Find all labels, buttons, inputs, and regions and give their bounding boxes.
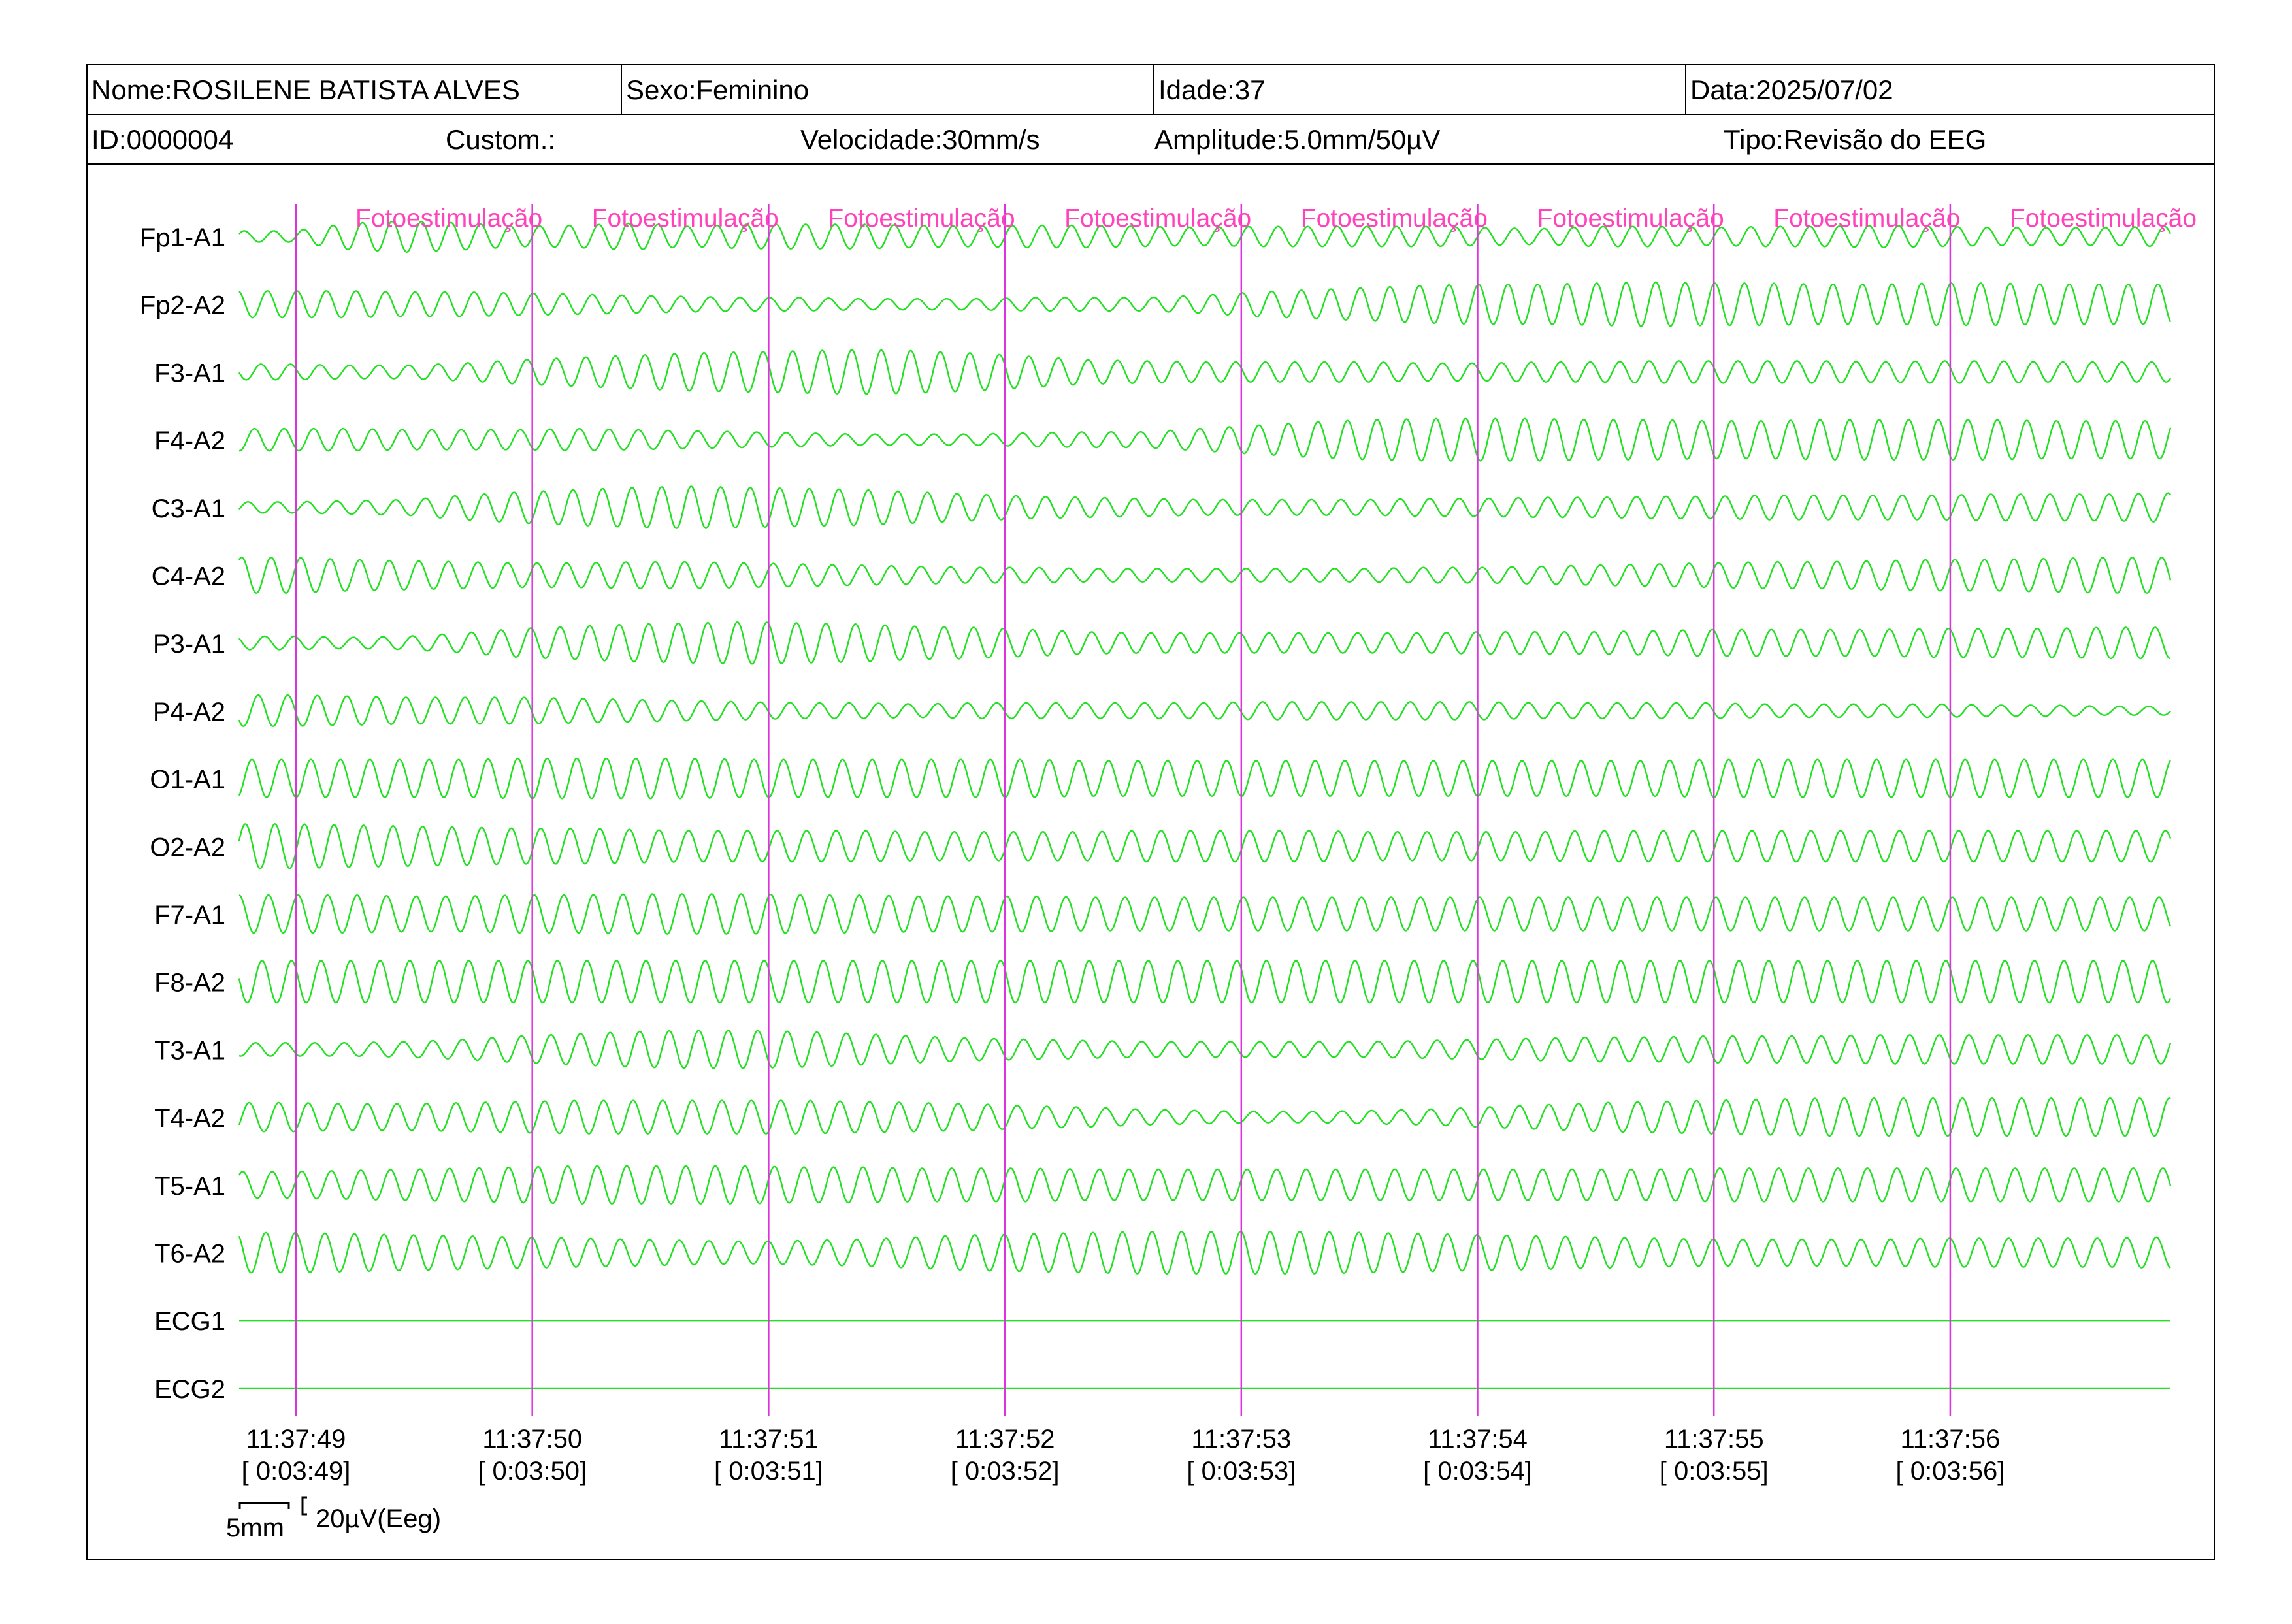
trace-f3-a1	[238, 349, 2172, 395]
header-divider	[621, 65, 622, 114]
report-frame: Nome:ROSILENE BATISTA ALVES Sexo:Feminin…	[86, 64, 2215, 1560]
time-tick-elapsed: [ 0:03:50]	[478, 1457, 587, 1486]
time-tick-clock: 11:37:49	[246, 1425, 346, 1453]
time-tick-elapsed: [ 0:03:56]	[1896, 1457, 2005, 1486]
time-tick-elapsed: [ 0:03:51]	[714, 1457, 823, 1486]
trace-o1-a1	[238, 757, 2172, 800]
channel-label: ECG2	[154, 1375, 225, 1404]
time-tick-elapsed: [ 0:03:52]	[951, 1457, 1060, 1486]
photostim-label: Fotoestimulação	[355, 204, 542, 233]
time-tick-clock: 11:37:51	[719, 1425, 819, 1453]
custom-field: Custom.:	[446, 124, 556, 155]
channel-label: T6-A2	[154, 1240, 225, 1269]
header-divider	[1685, 65, 1686, 114]
channel-label: Fp1-A1	[140, 223, 225, 252]
photostim-label: Fotoestimulação	[828, 204, 1015, 233]
scale-bar: 5mm 20µV(Eeg)	[226, 1496, 441, 1542]
time-tick-elapsed: [ 0:03:49]	[242, 1457, 351, 1486]
photostim-label: Fotoestimulação	[2010, 204, 2197, 233]
header-row-2: ID:0000004 Custom.: Velocidade:30mm/s Am…	[88, 115, 2214, 165]
time-tick-elapsed: [ 0:03:53]	[1187, 1457, 1296, 1486]
channel-label: P4-A2	[153, 698, 225, 726]
channel-label: ECG1	[154, 1307, 225, 1336]
channel-label: F7-A1	[154, 901, 225, 930]
patient-id: ID:0000004	[91, 124, 234, 155]
time-tick-clock: 11:37:52	[955, 1425, 1055, 1453]
scale-bar-bracket	[238, 1502, 290, 1509]
trace-fp1-a1	[238, 220, 2172, 253]
patient-name: Nome:ROSILENE BATISTA ALVES	[91, 74, 520, 105]
patient-age: Idade:37	[1158, 74, 1266, 105]
record-type: Tipo:Revisão do EEG	[1724, 124, 1987, 155]
channel-label: Fp2-A2	[140, 291, 225, 320]
patient-sex: Sexo:Feminino	[626, 74, 810, 105]
channel-label: F3-A1	[154, 359, 225, 387]
trace-t6-a2	[238, 1230, 2171, 1275]
channel-label: F8-A2	[154, 969, 225, 998]
scale-time-label: 5mm	[226, 1514, 284, 1542]
time-tick-clock: 11:37:56	[1901, 1425, 2001, 1453]
channel-label: C4-A2	[152, 562, 225, 591]
trace-fp2-a2	[238, 281, 2172, 327]
event-labels-layer: Fotoestimulação Fotoestimulação Fotoestimu…	[355, 204, 2197, 233]
markers-layer	[295, 204, 1952, 1416]
time-labels-layer: 11:37:49 [ 0:03:49] 11:37:50 [ 0:03:50] 11:3…	[242, 1425, 2005, 1486]
header-divider	[1153, 65, 1154, 114]
channel-label: T3-A1	[154, 1036, 225, 1065]
paper-speed: Velocidade:30mm/s	[800, 124, 1040, 155]
trace-c3-a1	[238, 485, 2171, 529]
trace-o2-a2	[238, 823, 2172, 869]
channel-label: T5-A1	[154, 1172, 225, 1201]
channel-label: O2-A2	[150, 833, 225, 862]
trace-p3-a1	[238, 621, 2170, 665]
channel-label: P3-A1	[153, 630, 225, 658]
trace-p4-a2	[238, 694, 2171, 727]
time-tick-clock: 11:37:54	[1428, 1425, 1528, 1453]
time-tick-clock: 11:37:50	[482, 1425, 582, 1453]
trace-t3-a1	[238, 1030, 2172, 1069]
trace-t5-a1	[238, 1165, 2172, 1205]
photostim-label: Fotoestimulação	[1773, 204, 1960, 233]
amplitude-setting: Amplitude:5.0mm/50µV	[1154, 124, 1441, 155]
exam-date: Data:2025/07/02	[1690, 74, 1893, 105]
scale-amplitude-bracket	[301, 1496, 307, 1516]
time-tick-clock: 11:37:55	[1664, 1425, 1764, 1453]
trace-f8-a2	[238, 960, 2172, 1004]
photostim-label: Fotoestimulação	[1537, 204, 1724, 233]
photostim-label: Fotoestimulação	[1064, 204, 1251, 233]
time-tick-elapsed: [ 0:03:54]	[1423, 1457, 1532, 1486]
trace-f4-a2	[238, 417, 2172, 462]
channel-label: O1-A1	[150, 766, 225, 794]
channel-labels-layer: Fp1-A1 Fp2-A2 F3-A1 F4-A2 C3-A1 C4-A2 P3-A1 P4-…	[140, 223, 225, 1404]
trace-f7-a1	[238, 893, 2172, 935]
channel-label: T4-A2	[154, 1104, 225, 1133]
photostim-label: Fotoestimulação	[1301, 204, 1488, 233]
channel-label: F4-A2	[154, 427, 225, 455]
time-tick-elapsed: [ 0:03:55]	[1660, 1457, 1769, 1486]
time-tick-clock: 11:37:53	[1191, 1425, 1291, 1453]
channel-label: C3-A1	[152, 495, 225, 523]
photostim-label: Fotoestimulação	[592, 204, 779, 233]
trace-c4-a2	[238, 557, 2172, 594]
traces-layer	[238, 220, 2172, 1389]
header-row-1: Nome:ROSILENE BATISTA ALVES Sexo:Feminin…	[88, 65, 2214, 115]
trace-t4-a2	[238, 1097, 2171, 1137]
scale-amplitude-label: 20µV(Eeg)	[316, 1504, 441, 1533]
